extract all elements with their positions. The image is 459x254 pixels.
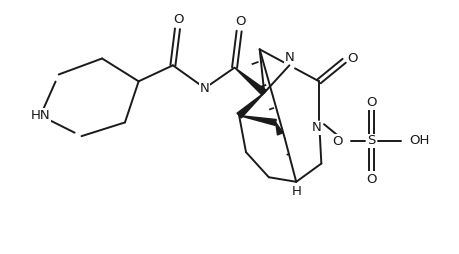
Polygon shape xyxy=(234,68,266,95)
Text: O: O xyxy=(234,15,245,28)
Text: O: O xyxy=(173,13,183,26)
Text: HN: HN xyxy=(31,109,50,122)
Polygon shape xyxy=(275,122,282,135)
Polygon shape xyxy=(239,116,275,125)
Text: N: N xyxy=(200,82,209,95)
Text: OH: OH xyxy=(408,134,429,147)
Text: H: H xyxy=(291,185,301,198)
Text: O: O xyxy=(365,172,376,186)
Text: O: O xyxy=(347,52,357,65)
Text: N: N xyxy=(284,51,294,64)
Text: N: N xyxy=(311,121,321,134)
Text: O: O xyxy=(331,135,342,148)
Text: S: S xyxy=(367,134,375,147)
Text: O: O xyxy=(365,96,376,109)
Polygon shape xyxy=(236,93,263,118)
